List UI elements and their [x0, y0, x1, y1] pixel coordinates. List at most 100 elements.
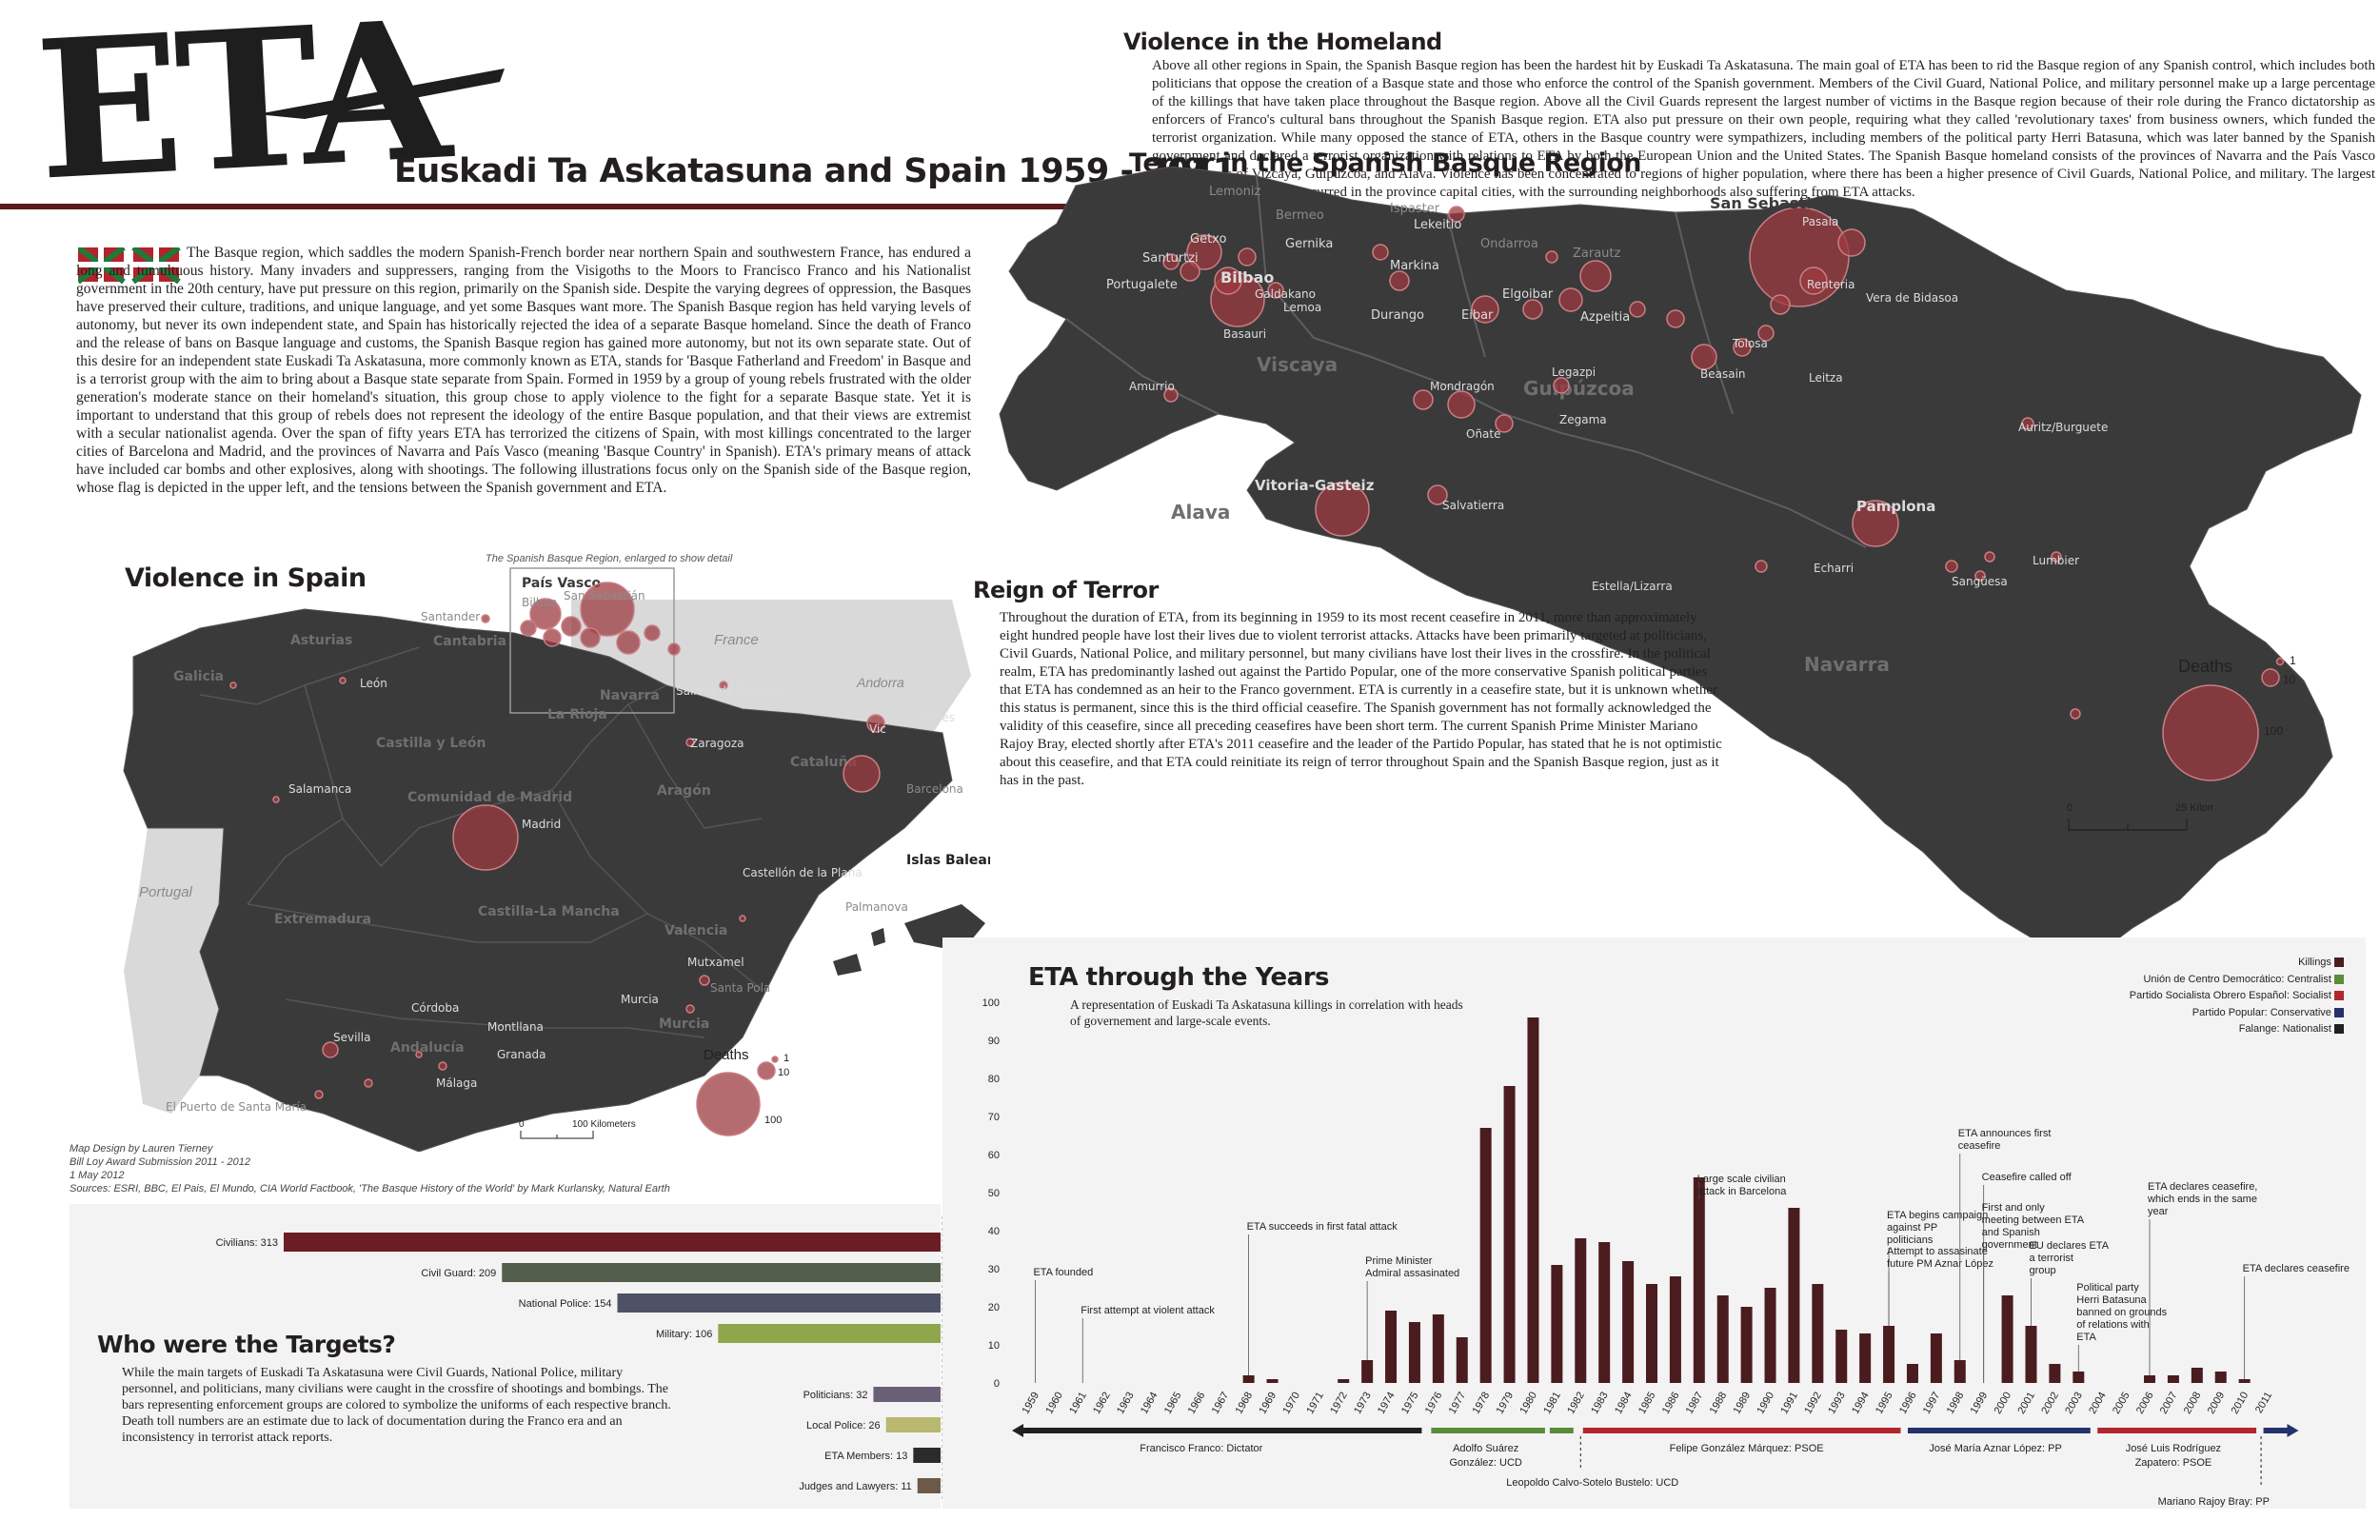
death-circle	[543, 628, 562, 647]
x-tick-label: 1982	[1565, 1391, 1587, 1416]
x-tick-label: 2006	[2134, 1391, 2156, 1416]
y-tick-label: 70	[988, 1112, 1000, 1123]
x-tick-label: 1995	[1874, 1391, 1895, 1416]
x-tick-label: 1998	[1945, 1391, 1967, 1416]
y-tick-label: 50	[988, 1188, 1000, 1199]
annotation-text: against PP	[1887, 1222, 1937, 1234]
city-label: Zaragoza	[690, 737, 744, 750]
legend-swatch	[2334, 1007, 2344, 1017]
death-circle	[1522, 299, 1543, 320]
city-label: Beasain	[1700, 367, 1746, 381]
death-circle	[1852, 500, 1899, 547]
basque-death-circles	[1162, 206, 2081, 720]
party-segment	[1549, 1428, 1574, 1433]
timeline-bar	[1788, 1208, 1800, 1383]
timeline-legend-item: Killings	[1944, 955, 2344, 972]
timeline-bar	[2214, 1372, 2227, 1383]
annotation-text: First and only	[1982, 1202, 2046, 1214]
death-circle	[272, 796, 280, 803]
death-circle	[644, 624, 661, 642]
city-label: Getxo	[1190, 232, 1226, 247]
reign-text: Throughout the duration of ETA, from its…	[1000, 610, 1722, 788]
scale-bar-line	[2068, 819, 2188, 831]
legend-swatch	[2334, 974, 2344, 984]
inset-title: País Vasco	[522, 576, 601, 591]
death-circle	[580, 582, 635, 637]
death-circle	[339, 677, 347, 684]
party-segment	[2097, 1428, 2257, 1433]
annotation-text: future PM Aznar López	[1887, 1258, 1993, 1270]
death-circle	[1757, 325, 1775, 342]
timeline-bar	[1479, 1128, 1492, 1383]
x-tick-label: 1979	[1495, 1391, 1517, 1416]
death-circle	[1495, 414, 1514, 433]
city-label: Zegama	[1559, 413, 1607, 426]
death-circle	[719, 681, 728, 690]
legend-title: Deaths	[2178, 657, 2232, 676]
annotation-text: which ends in the same	[2147, 1194, 2257, 1205]
homeland-title: Violence in the Homeland	[1123, 29, 1442, 55]
targets-text: While the main targets of Euskadi Ta Ask…	[122, 1366, 671, 1445]
annotation-text: First attempt at violent attack	[1081, 1305, 1215, 1316]
death-circle	[1238, 247, 1257, 267]
death-circle	[685, 738, 695, 747]
city-label: Basauri	[1223, 327, 1266, 341]
city-label: Sevilla	[333, 1031, 370, 1044]
timeline-bar	[2001, 1295, 2013, 1383]
annotation-text: ETA founded	[1033, 1267, 1093, 1278]
death-circle	[580, 627, 601, 648]
city-label: Zarautz	[1573, 247, 1621, 261]
target-bar	[885, 1417, 941, 1432]
basque-flag-1	[78, 247, 126, 284]
x-tick-label: 1959	[1020, 1391, 1041, 1416]
leader-label: Francisco Franco: Dictator	[1140, 1443, 1262, 1454]
spain-region-borders	[199, 646, 763, 1038]
x-tick-label: 2009	[2206, 1391, 2228, 1416]
leader-label: José María Aznar López: PP	[1929, 1443, 2061, 1454]
death-circle	[685, 1004, 695, 1014]
legend-value-1: 1	[2290, 654, 2296, 667]
legend-label: Unión de Centro Democrático: Centralist	[2143, 973, 2331, 985]
x-tick-label: 1978	[1471, 1391, 1493, 1416]
death-circle	[1389, 270, 1410, 291]
logo-stroke	[257, 69, 505, 119]
annotation-text: attack in Barcelona	[1697, 1186, 1787, 1197]
legend-circle-100	[2162, 684, 2259, 781]
region-label: Extremadura	[274, 912, 371, 927]
region-label: La Rioja	[547, 707, 607, 722]
x-tick-label: 1972	[1328, 1391, 1350, 1416]
x-tick-label: 1963	[1115, 1391, 1137, 1416]
death-circle	[1447, 390, 1476, 419]
party-segment	[1023, 1428, 1422, 1433]
death-circle	[1545, 250, 1558, 264]
timeline-bar	[2025, 1326, 2037, 1383]
timeline-bar	[1835, 1330, 1848, 1383]
death-circle	[1799, 267, 1828, 295]
death-circle	[314, 1090, 324, 1099]
x-tick-label: 1961	[1067, 1391, 1089, 1416]
timeline-title: ETA through the Years	[1028, 963, 1330, 992]
timeline-bar	[2191, 1368, 2203, 1383]
x-tick-label: 1974	[1376, 1391, 1398, 1416]
x-tick-label: 1981	[1541, 1391, 1563, 1416]
country-label-portugal: Portugal	[139, 884, 193, 900]
target-bar-label: Politicians: 32	[803, 1390, 868, 1401]
death-circle	[1755, 560, 1768, 573]
x-tick-label: 1973	[1352, 1391, 1374, 1416]
spain-city-labels: Santander Bilbao San Sebastián León Sall…	[166, 589, 963, 1114]
timeline-legend-item: Partido Popular: Conservative	[1944, 1005, 2344, 1022]
annotation-text: and Spanish	[1982, 1227, 2040, 1238]
leader-label: Zapatero: PSOE	[2135, 1457, 2212, 1469]
x-tick-label: 1987	[1684, 1391, 1706, 1416]
death-circle	[1974, 570, 1986, 582]
legend-label: Partido Popular: Conservative	[2192, 1006, 2331, 1018]
target-bar-label: Civil Guard: 209	[421, 1268, 496, 1279]
death-circle	[699, 975, 710, 986]
annotation-text: meeting between ETA	[1982, 1214, 2085, 1226]
target-bar-label: Civilians: 313	[216, 1237, 278, 1249]
city-label: Leitza	[1809, 371, 1843, 385]
party-segment	[1582, 1428, 1901, 1433]
legend-circle-10	[757, 1061, 776, 1080]
city-label: Roses	[922, 711, 955, 724]
